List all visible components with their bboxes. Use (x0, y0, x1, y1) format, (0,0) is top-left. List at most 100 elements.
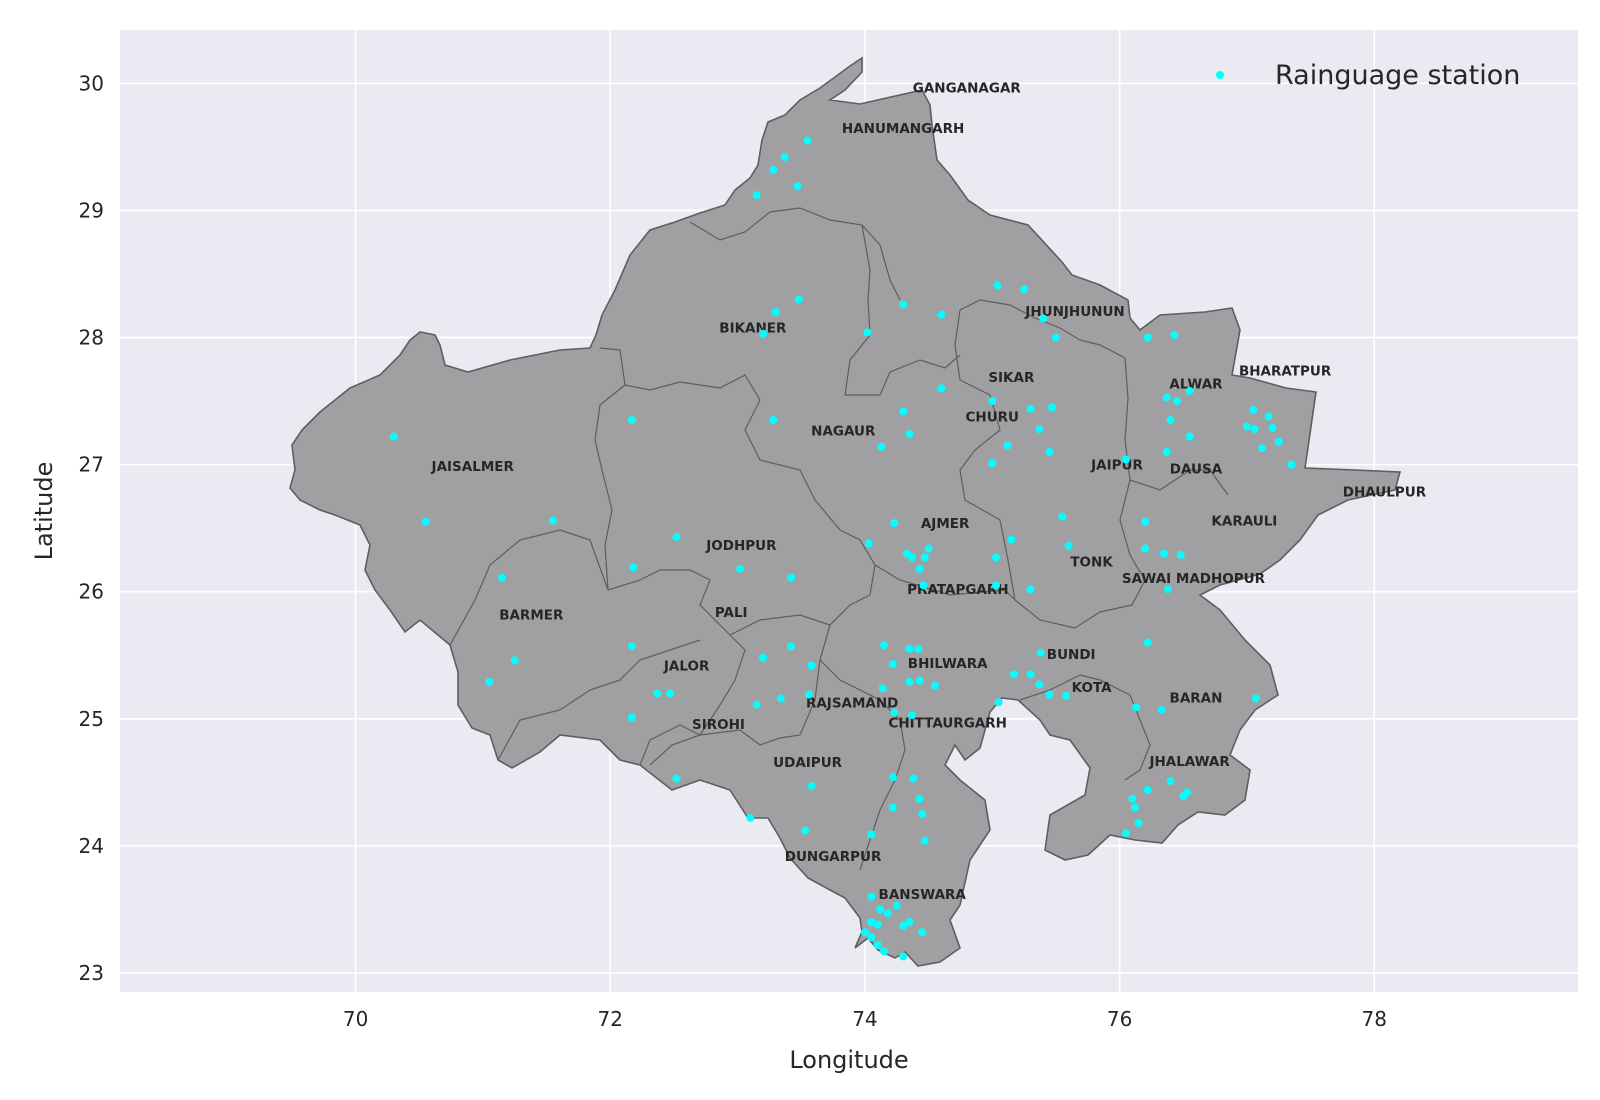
district-label: JAIPUR (1090, 458, 1143, 474)
rainguage-station-point (769, 416, 778, 425)
district-label: BIKANER (719, 320, 787, 336)
district-label: JHUNJHUNUN (1024, 304, 1124, 320)
district-label: SIROHI (692, 717, 745, 733)
district-label: SIKAR (988, 370, 1035, 386)
rainguage-station-point (1251, 694, 1260, 703)
rainguage-station-point (992, 581, 1001, 590)
rainguage-station-point (873, 920, 882, 929)
rainguage-station-point (918, 810, 927, 819)
x-tick-label: 76 (1107, 1007, 1132, 1031)
rainguage-station-point (1020, 285, 1029, 294)
y-tick-label: 30 (79, 71, 104, 95)
rainguage-station-point (807, 661, 816, 670)
rainguage-station-point (1039, 314, 1048, 323)
rainguage-station-point (888, 660, 897, 669)
rainguage-station-point (787, 573, 796, 582)
rainguage-station-point (905, 918, 914, 927)
district-label: BUNDI (1047, 647, 1096, 663)
rainguage-station-point (1051, 333, 1060, 342)
district-label: TONK (1070, 554, 1113, 570)
rainguage-station-point (804, 690, 813, 699)
rainguage-station-point (892, 901, 901, 910)
rainguage-station-point (1185, 432, 1194, 441)
rainguage-station-point (498, 573, 507, 582)
rainguage-station-point (1162, 393, 1171, 402)
district-label: KARAULI (1211, 514, 1277, 530)
district-label: BHILWARA (908, 656, 988, 672)
rainguage-station-point (878, 684, 887, 693)
rainguage-station-point (1157, 705, 1166, 714)
rainguage-station-point (1163, 585, 1172, 594)
rainguage-station-point (888, 803, 897, 812)
y-tick-label: 29 (79, 198, 104, 222)
rainguage-station-point (1134, 818, 1143, 827)
rainguage-station-point (421, 517, 430, 526)
rainguage-station-point (905, 430, 914, 439)
rajasthan-outline (289, 56, 1402, 967)
rainguage-station-point (992, 553, 1001, 562)
rainguage-station-point (1141, 544, 1150, 553)
rainguage-station-point (793, 182, 802, 191)
rainguage-station-point (1258, 444, 1267, 453)
rainguage-station-point (994, 698, 1003, 707)
rainguage-station-point (1166, 416, 1175, 425)
district-label: JODHPUR (705, 538, 777, 554)
rainguage-station-point (890, 708, 899, 717)
rainguage-station-point (1026, 670, 1035, 679)
rainguage-station-point (548, 516, 557, 525)
rainguage-station-point (1141, 517, 1150, 526)
rainguage-station-point (880, 947, 889, 956)
district-borders (449, 207, 1229, 871)
rainguage-station-point (877, 442, 886, 451)
district-label: DUNGARPUR (785, 849, 882, 865)
rainguage-station-point (510, 656, 519, 665)
rainguage-station-point (915, 564, 924, 573)
rainguage-station-point (776, 694, 785, 703)
rainguage-station-point (863, 328, 872, 337)
x-axis-label: Longitude (789, 1046, 908, 1074)
rainguage-station-point (1130, 803, 1139, 812)
rainguage-station-point (867, 892, 876, 901)
rainguage-station-point (915, 676, 924, 685)
y-tick-label: 27 (79, 453, 104, 477)
district-label: BHARATPUR (1239, 364, 1332, 380)
rainguage-station-point (803, 136, 812, 145)
district-label: SAWAI MADHOPUR (1122, 571, 1266, 587)
rainguage-station-point (653, 689, 662, 698)
legend-label: Rainguage station (1275, 60, 1520, 91)
district-label: DHAULPUR (1343, 484, 1427, 500)
rainguage-station-point (899, 952, 908, 961)
rainguage-station-point (485, 677, 494, 686)
rainguage-station-point (914, 644, 923, 653)
rainguage-station-point (920, 553, 929, 562)
rainguage-station-point (666, 689, 675, 698)
station-points (389, 136, 1296, 961)
x-tick-label: 70 (343, 1007, 368, 1031)
rainguage-station-point (920, 836, 929, 845)
rainguage-station-point (1121, 829, 1130, 838)
rainguage-station-point (918, 928, 927, 937)
rainguage-station-point (1035, 680, 1044, 689)
rainguage-station-point (1172, 397, 1181, 406)
rainguage-station-point (899, 300, 908, 309)
rainguage-station-point (930, 681, 939, 690)
rainguage-station-point (1143, 333, 1152, 342)
x-tick-label: 78 (1362, 1007, 1387, 1031)
axis-ticks: 70 72 74 76 78 23 24 25 26 27 28 29 30 (79, 71, 1387, 1031)
rainguage-station-point (899, 407, 908, 416)
rainguage-station-point (1185, 386, 1194, 395)
rainguage-station-point (1160, 549, 1169, 558)
rainguage-station-point (759, 653, 768, 662)
rainguage-station-point (627, 416, 636, 425)
rainguage-station-point (1170, 330, 1179, 339)
rainguage-station-point (919, 581, 928, 590)
rainguage-station-point (1026, 404, 1035, 413)
district-label: BANSWARA (879, 887, 967, 903)
rainguage-station-point (1143, 785, 1152, 794)
rainguage-station-point (1009, 670, 1018, 679)
district-label: NAGAUR (811, 423, 876, 439)
rainguage-station-point (801, 826, 810, 835)
rainguage-station-point (880, 641, 889, 650)
rainguage-station-point (794, 295, 803, 304)
district-label: JALOR (663, 658, 710, 674)
